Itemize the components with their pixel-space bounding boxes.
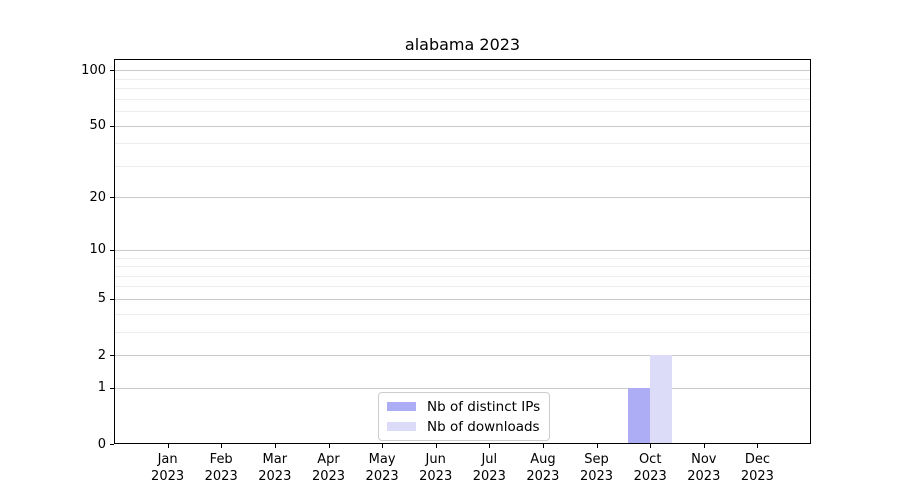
x-tick-mark [382, 444, 384, 448]
y-tick-label: 20 [89, 189, 106, 205]
y-gridline-minor [114, 78, 811, 80]
x-tick-mark [221, 444, 223, 448]
y-tick-mark [110, 355, 114, 356]
y-gridline-minor [114, 286, 811, 288]
y-tick-mark [110, 70, 114, 72]
y-gridline-major [114, 125, 811, 127]
x-tick-mark [596, 444, 598, 448]
y-gridline-minor [114, 331, 811, 333]
y-gridline-major [114, 197, 811, 199]
y-tick-mark [110, 249, 114, 251]
y-gridline-major [114, 387, 811, 389]
bar-distinct-ips [628, 387, 651, 444]
y-tick-label: 100 [81, 62, 106, 78]
y-gridline-major [114, 355, 811, 356]
y-gridline-minor [114, 266, 811, 267]
y-gridline-minor [114, 257, 811, 259]
y-gridline-minor [114, 88, 811, 90]
y-gridline-minor [114, 165, 811, 167]
x-tick-label: Apr 2023 [311, 452, 346, 484]
legend-swatch-downloads [387, 422, 416, 431]
x-tick-mark [435, 444, 437, 448]
y-gridline-major [114, 70, 811, 72]
x-tick-mark [328, 444, 330, 448]
x-tick-mark [650, 444, 652, 448]
x-tick-label: May 2023 [365, 452, 399, 484]
legend-item: Nb of downloads [387, 418, 540, 435]
y-gridline-minor [114, 111, 811, 113]
legend-item: Nb of distinct IPs [387, 398, 540, 415]
y-gridline-minor [114, 98, 811, 100]
y-gridline-major [114, 249, 811, 251]
x-tick-mark [757, 444, 759, 448]
x-tick-label: Sep 2023 [579, 452, 614, 484]
x-tick-mark [167, 444, 169, 448]
y-tick-label: 1 [97, 380, 106, 396]
x-tick-label: Jul 2023 [472, 452, 506, 484]
plot-area [114, 59, 811, 444]
y-tick-label: 10 [89, 242, 106, 258]
x-tick-label: Jun 2023 [419, 452, 453, 484]
y-gridline-minor [114, 143, 811, 145]
y-tick-mark [110, 197, 114, 199]
legend-label: Nb of downloads [427, 418, 540, 435]
x-tick-label: Jan 2023 [151, 452, 185, 484]
x-tick-mark [274, 444, 276, 448]
x-tick-mark [489, 444, 491, 448]
x-tick-label: Oct 2023 [633, 452, 667, 484]
x-tick-label: Aug 2023 [526, 452, 560, 484]
legend: Nb of distinct IPs Nb of downloads [378, 392, 551, 441]
y-gridline-minor [114, 275, 811, 277]
x-tick-label: Dec 2023 [740, 452, 774, 484]
x-tick-label: Mar 2023 [258, 452, 292, 484]
y-tick-label: 5 [97, 291, 106, 307]
y-tick-mark [110, 387, 114, 389]
y-tick-label: 0 [97, 436, 106, 452]
x-tick-label: Nov 2023 [687, 452, 721, 484]
legend-swatch-distinct-ips [387, 402, 416, 411]
legend-label: Nb of distinct IPs [427, 398, 541, 415]
y-tick-mark [110, 444, 114, 445]
y-tick-mark [110, 298, 114, 300]
chart-title: alabama 2023 [404, 35, 521, 54]
x-tick-label: Feb 2023 [204, 452, 238, 484]
x-tick-mark [542, 444, 544, 448]
x-tick-mark [703, 444, 705, 448]
y-tick-label: 50 [89, 118, 106, 134]
y-tick-mark [110, 125, 114, 127]
y-tick-label: 2 [97, 347, 106, 363]
y-gridline-minor [114, 313, 811, 315]
bar-downloads [650, 355, 673, 444]
y-gridline-major [114, 298, 811, 300]
